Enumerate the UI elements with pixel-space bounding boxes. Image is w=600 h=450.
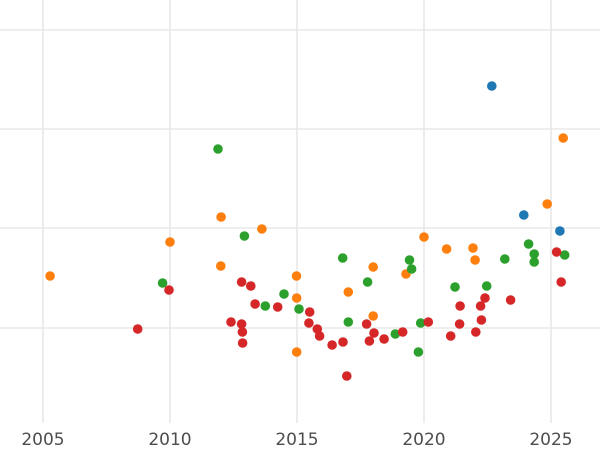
x-tick-label: 2025 (529, 430, 572, 450)
data-point-orange (216, 212, 226, 222)
data-point-orange (216, 261, 226, 271)
data-point-orange (291, 347, 302, 357)
data-point-red (361, 319, 372, 329)
data-point-red (379, 334, 389, 344)
data-point-green (404, 255, 415, 265)
data-point-red (454, 319, 465, 329)
data-point-red (342, 371, 352, 381)
data-point-green (337, 253, 348, 263)
data-point-blue (519, 210, 529, 220)
data-point-green (213, 144, 223, 154)
data-point-green (529, 257, 539, 267)
data-point-green (481, 281, 492, 291)
data-point-orange (45, 271, 55, 281)
data-point-orange (419, 232, 429, 242)
data-point-red (226, 317, 236, 327)
data-point-red (236, 319, 247, 329)
data-point-green (390, 329, 401, 339)
data-point-green (362, 277, 373, 287)
data-point-green (157, 278, 168, 288)
data-point-red (364, 336, 375, 346)
data-point-blue (555, 226, 565, 236)
data-point-orange (470, 255, 480, 265)
data-point-red (314, 331, 325, 341)
data-point-red (551, 247, 562, 257)
data-point-green (415, 318, 426, 328)
data-point-red (272, 302, 283, 312)
data-point-red (556, 277, 566, 287)
data-point-green (294, 304, 304, 314)
data-point-orange (368, 311, 379, 321)
data-point-red (455, 301, 465, 311)
data-point-green (260, 301, 271, 311)
x-tick-label: 2020 (402, 430, 445, 450)
data-point-red (475, 301, 486, 311)
x-tick-label: 2015 (275, 430, 318, 450)
data-point-green (239, 231, 250, 241)
data-point-red (250, 299, 260, 309)
data-point-red (236, 277, 247, 287)
data-point-green (413, 347, 424, 357)
data-point-red (505, 295, 516, 305)
data-point-red (327, 340, 337, 350)
data-point-red (237, 327, 248, 337)
data-point-orange (468, 243, 478, 253)
data-point-green (559, 250, 570, 260)
data-point-orange (343, 287, 354, 297)
data-point-orange (291, 271, 302, 281)
data-point-orange (165, 237, 175, 247)
data-point-red (397, 327, 408, 337)
data-point-orange (441, 244, 452, 254)
data-point-green (529, 249, 539, 259)
data-point-red (304, 318, 314, 328)
data-point-red (132, 324, 143, 334)
data-point-orange (257, 224, 267, 234)
data-point-green (279, 289, 289, 299)
x-tick-label: 2005 (21, 430, 64, 450)
data-point-red (246, 281, 256, 291)
data-point-red (445, 331, 456, 341)
x-tick-label: 2010 (148, 430, 191, 450)
data-point-orange (368, 262, 379, 272)
data-point-red (480, 293, 490, 303)
data-point-red (476, 315, 487, 325)
data-point-orange (542, 199, 552, 209)
data-point-red (338, 337, 348, 347)
data-point-orange (558, 133, 568, 143)
data-point-red (304, 307, 315, 317)
data-point-red (237, 338, 248, 348)
data-point-green (406, 264, 417, 274)
data-point-red (164, 285, 174, 295)
data-point-green (450, 282, 460, 292)
gridlines-layer (0, 0, 600, 423)
data-point-blue (487, 81, 497, 91)
data-point-red (369, 328, 379, 338)
data-points-layer (45, 81, 570, 381)
data-point-green (523, 239, 534, 249)
data-point-green (343, 317, 354, 327)
data-point-green (500, 254, 510, 264)
data-point-orange (291, 293, 302, 303)
data-point-red (423, 317, 434, 327)
x-axis-tick-labels: 2005 2010 2015 2020 2025 (21, 430, 572, 450)
data-point-red (471, 327, 481, 337)
